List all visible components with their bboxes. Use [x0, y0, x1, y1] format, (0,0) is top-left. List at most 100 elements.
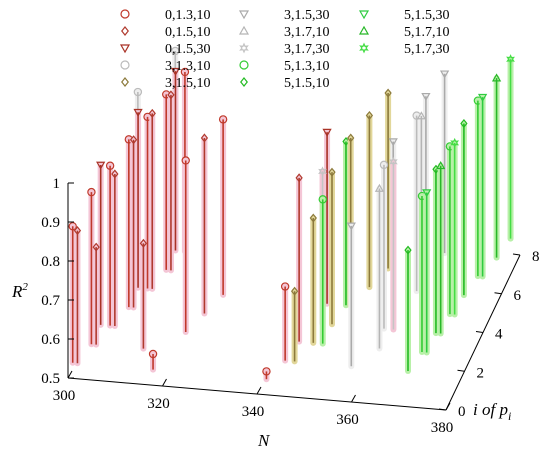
data-point-marker — [450, 137, 460, 148]
y-axis-title-sub: i — [508, 409, 511, 423]
z-axis-title-main: R — [11, 282, 23, 301]
data-point-marker — [218, 115, 228, 124]
y-tick-label: 0 — [458, 404, 466, 420]
legend-marker — [359, 42, 369, 54]
legend-label: 3,1.5,10 — [165, 76, 211, 91]
y-tick — [494, 292, 502, 295]
legend-label: 0,1.3,10 — [165, 8, 211, 23]
data-point-marker — [460, 118, 468, 129]
legend-label: 3,1.5,30 — [284, 8, 330, 23]
legend-label: 3,1.7,30 — [284, 42, 330, 57]
x-tick-label: 380 — [431, 420, 454, 436]
legend-label: 0,1.5,30 — [165, 42, 211, 57]
data-point-marker — [439, 70, 450, 79]
data-point-marker — [73, 226, 82, 236]
data-point-marker — [506, 54, 515, 65]
data-point-marker — [309, 213, 317, 223]
legend-marker — [120, 9, 130, 19]
legend-label: 3,1.7,10 — [284, 25, 330, 40]
data-point-marker — [280, 282, 290, 291]
legend-label: 0,1.5,10 — [165, 25, 211, 40]
legend-label: 5,1.7,10 — [404, 25, 450, 40]
y-tick-label: 4 — [495, 327, 503, 343]
data-point-marker — [404, 245, 412, 255]
data-point-marker — [170, 67, 181, 76]
y-axis-title: i of pi — [473, 400, 511, 423]
y-tick-label: 6 — [514, 288, 522, 304]
data-point-marker — [421, 92, 431, 102]
stems-layer — [68, 46, 515, 383]
data-point-marker — [87, 187, 96, 197]
z-tick-label: 0.9 — [41, 215, 60, 231]
data-point-marker — [295, 173, 303, 183]
data-point-marker — [347, 133, 355, 143]
y-tick — [512, 253, 521, 256]
data-point-marker — [318, 195, 327, 204]
z-tick-label: 0.5 — [41, 371, 60, 387]
legend-marker — [238, 10, 250, 20]
x-tick — [67, 370, 73, 379]
data-point-marker — [379, 160, 389, 170]
data-point-marker — [167, 90, 175, 100]
legend-label: 5,1.3,10 — [284, 59, 330, 74]
data-point-marker — [133, 87, 143, 97]
y-tick-label: 8 — [532, 249, 540, 265]
legend-marker — [119, 44, 131, 54]
x-tick — [162, 378, 167, 387]
data-point-marker — [374, 183, 385, 192]
x-tick — [351, 394, 356, 403]
data-point-marker — [180, 67, 190, 77]
z-tick-label: 0.8 — [41, 254, 60, 270]
data-point-marker — [422, 189, 432, 198]
z-axis-title-sup: 2 — [22, 281, 28, 293]
data-point-marker — [200, 133, 209, 143]
y-axis-title-main: i of p — [473, 400, 508, 419]
x-tick-label: 360 — [336, 412, 359, 428]
legend-marker — [240, 77, 248, 87]
y-tick — [457, 369, 465, 372]
x-tick-label: 320 — [147, 396, 170, 412]
y-tick — [438, 408, 447, 411]
legend-marker — [239, 42, 249, 54]
legend-marker — [120, 60, 130, 70]
data-point-marker — [491, 73, 502, 82]
legend-marker — [238, 25, 250, 35]
data-point-marker — [346, 222, 356, 231]
x-axis-title: N — [257, 431, 271, 450]
legend-marker — [358, 25, 370, 35]
data-point-marker — [139, 238, 148, 248]
x-tick-label: 300 — [53, 388, 76, 404]
data-point-marker — [148, 108, 156, 118]
data-point-marker — [436, 160, 446, 170]
data-point-marker — [96, 161, 106, 170]
data-point-marker — [328, 167, 336, 177]
legend-label: 3,1.3,10 — [165, 59, 211, 74]
legend: 0,1.3,10 0,1.5,10 0,1.5,30 3,1.3,10 3,1.5,10… — [119, 8, 450, 91]
data-point-marker — [133, 108, 143, 118]
y-tick-label: 2 — [477, 365, 485, 381]
data-point-marker — [365, 110, 374, 121]
z-tick-label: 0.7 — [41, 293, 60, 309]
data-point-marker — [171, 46, 180, 56]
data-point-marker — [384, 88, 392, 98]
data-point-marker — [105, 161, 115, 170]
data-point-marker — [388, 156, 398, 167]
data-point-marker — [68, 222, 77, 231]
data-point-marker — [148, 349, 158, 359]
x-tick — [256, 386, 262, 395]
data-point-marker — [322, 128, 332, 137]
data-point-marker — [262, 367, 271, 376]
legend-label: 5,1.5,30 — [404, 8, 450, 23]
legend-marker — [121, 77, 129, 87]
data-point-marker — [181, 156, 190, 165]
legend-marker — [358, 10, 370, 20]
data-point-marker — [129, 135, 138, 145]
legend-label: 5,1.7,30 — [404, 42, 450, 57]
data-point-marker — [416, 111, 427, 120]
legend-label: 5,1.5,10 — [284, 76, 330, 91]
legend-marker — [121, 26, 129, 36]
data-point-marker — [388, 138, 398, 147]
legend-marker — [239, 60, 249, 70]
